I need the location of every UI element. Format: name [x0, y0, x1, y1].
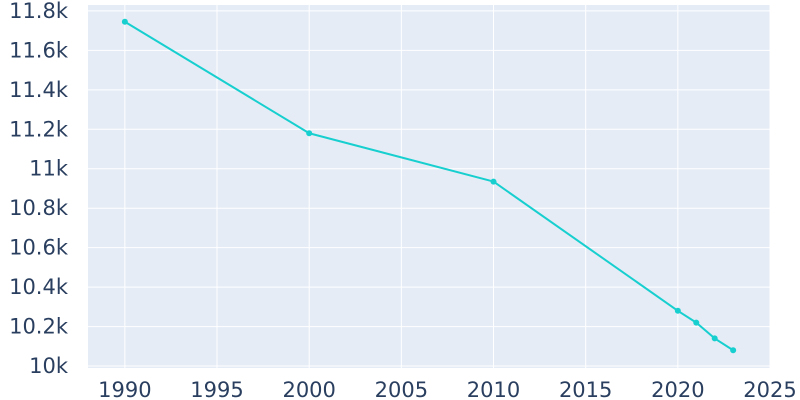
y-tick-label: 10.4k [9, 275, 69, 299]
y-tick-label: 10k [29, 354, 69, 378]
data-point [730, 347, 737, 354]
x-tick-label: 2010 [467, 378, 520, 400]
x-tick-label: 2015 [559, 378, 612, 400]
x-tick-label: 2020 [651, 378, 704, 400]
y-tick-label: 10.6k [9, 236, 69, 260]
series-points [121, 18, 737, 354]
x-tick-labels: 1990 1995 2000 2005 2010 2015 2020 2025 [98, 378, 797, 400]
data-point [693, 319, 700, 326]
x-tick-label: 2025 [743, 378, 796, 400]
data-point [306, 130, 313, 137]
plot-background [88, 5, 770, 368]
y-gridlines [88, 10, 770, 367]
data-point [121, 18, 128, 25]
x-tick-label: 1995 [190, 378, 243, 400]
x-gridlines [124, 5, 771, 368]
data-point [711, 335, 718, 342]
y-tick-label: 10.8k [9, 196, 69, 220]
data-point [674, 307, 681, 314]
x-tick-label: 2005 [375, 378, 428, 400]
y-tick-label: 11.6k [9, 38, 69, 62]
y-tick-label: 11.2k [9, 117, 69, 141]
x-tick-label: 1990 [98, 378, 151, 400]
y-tick-labels: 10k 10.2k 10.4k 10.6k 10.8k 11k 11.2k 11.4k 11.6… [9, 0, 69, 378]
y-tick-label: 10.2k [9, 315, 69, 339]
x-tick-label: 2000 [282, 378, 335, 400]
y-tick-label: 11.4k [9, 78, 69, 102]
data-point [490, 178, 497, 185]
y-tick-label: 11k [29, 157, 69, 181]
y-tick-label: 11.8k [9, 0, 69, 23]
